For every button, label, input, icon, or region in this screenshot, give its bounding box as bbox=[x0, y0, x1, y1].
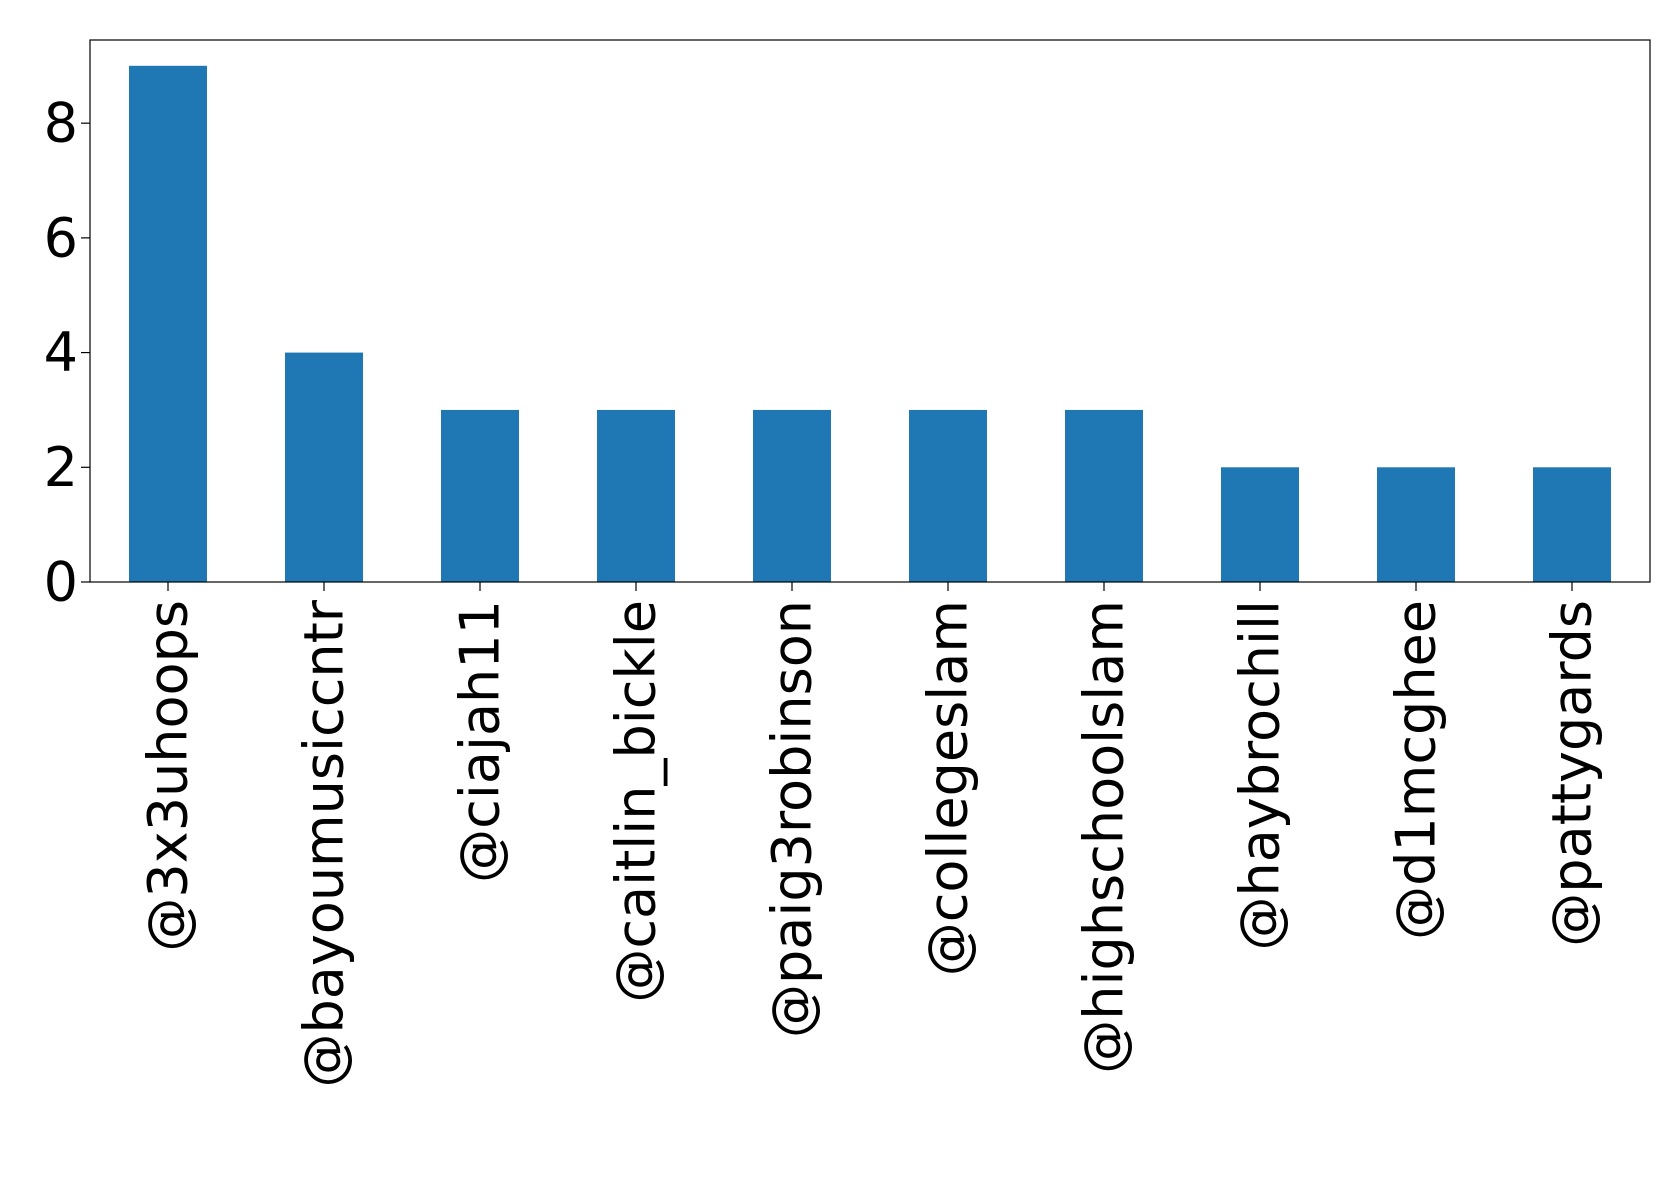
x-tick-label: @d1mcghee bbox=[1385, 600, 1448, 940]
plot-area-frame bbox=[89, 39, 1651, 583]
bar-pattygards bbox=[1533, 467, 1611, 582]
y-tick-label: 4 bbox=[44, 321, 78, 384]
bar-ciajah11 bbox=[441, 409, 519, 582]
y-tick-label: 0 bbox=[44, 551, 78, 614]
y-tick-label: 6 bbox=[44, 206, 78, 269]
x-tick-label: @highschoolslam bbox=[1073, 600, 1136, 1074]
bar-collegeslam bbox=[909, 409, 987, 582]
bar-paig3robinson bbox=[753, 409, 831, 582]
bar-highschoolslam bbox=[1065, 409, 1143, 582]
x-axis: @3x3uhoops @bayoumusiccntr @ciajah11 @caitl… bbox=[137, 582, 1604, 1088]
x-tick-label: @caitlin_bickle bbox=[605, 600, 668, 1003]
x-tick-label: @ciajah11 bbox=[449, 600, 512, 883]
bar-bayoumusiccntr bbox=[285, 352, 363, 582]
bar-caitlin-bickle bbox=[597, 409, 675, 582]
x-tick-label: @paig3robinson bbox=[761, 600, 824, 1038]
y-tick-label: 8 bbox=[44, 92, 78, 155]
y-tick-label: 2 bbox=[44, 436, 78, 499]
bars-layer bbox=[129, 65, 1611, 583]
bar-3x3uhoops bbox=[129, 65, 207, 583]
x-tick-label: @bayoumusiccntr bbox=[293, 599, 356, 1087]
x-tick-label: @collegeslam bbox=[917, 600, 980, 976]
x-tick-label: @3x3uhoops bbox=[137, 600, 200, 952]
x-tick-label: @pattygards bbox=[1541, 600, 1604, 947]
y-axis: 0 2 4 6 8 bbox=[44, 92, 90, 614]
bar-haybrochill bbox=[1221, 467, 1299, 582]
x-tick-label: @haybrochill bbox=[1229, 600, 1292, 951]
bar-d1mcghee bbox=[1377, 467, 1455, 582]
